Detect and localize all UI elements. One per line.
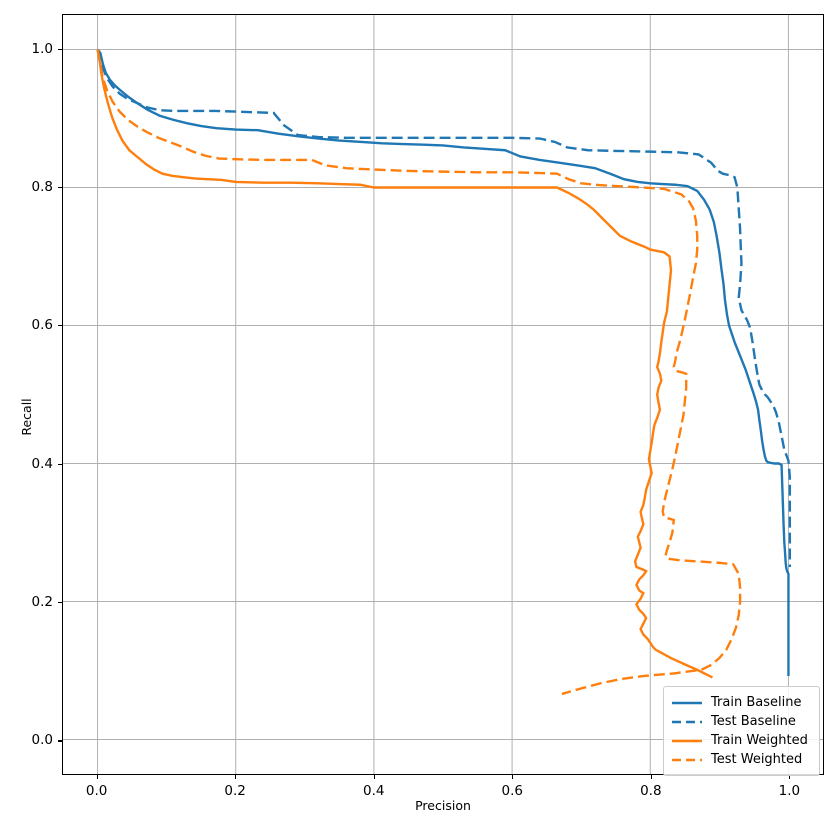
y-tick-mark — [58, 325, 62, 327]
x-tick-mark — [512, 775, 514, 779]
y-tick-mark — [58, 463, 62, 465]
y-tick-mark — [58, 602, 62, 604]
x-tick-label: 0.0 — [85, 783, 108, 799]
x-tick-label: 0.2 — [224, 783, 246, 799]
series-test-weighted — [96, 49, 742, 696]
y-axis-label: Recall — [19, 397, 35, 436]
legend-item[interactable]: Test Baseline — [671, 712, 811, 731]
data-curves — [96, 48, 792, 696]
x-tick-mark — [789, 775, 791, 779]
x-tick-label: 0.4 — [362, 783, 385, 799]
y-tick-label: 0.2 — [31, 594, 53, 611]
legend-item-label: Train Weighted — [711, 733, 808, 748]
series-train-baseline — [96, 48, 790, 677]
y-tick-mark — [58, 740, 62, 742]
legend-line-swatch-icon — [671, 697, 703, 709]
legend-item-label: Train Baseline — [711, 695, 802, 710]
y-tick-label: 0.0 — [31, 732, 53, 749]
y-tick-label: 0.6 — [31, 317, 53, 334]
x-tick-mark — [235, 775, 237, 779]
plot-area — [62, 14, 824, 775]
series-test-baseline — [96, 49, 792, 567]
series-train-weighted — [96, 49, 713, 679]
legend-line-swatch-icon — [671, 716, 703, 728]
x-tick-mark — [96, 775, 98, 779]
legend-item-label: Test Weighted — [711, 752, 803, 767]
y-tick-label: 1.0 — [31, 40, 53, 57]
x-tick-mark — [650, 775, 652, 779]
legend-item[interactable]: Train Weighted — [671, 731, 811, 750]
x-axis-label: Precision — [415, 798, 471, 813]
y-tick-label: 0.4 — [31, 455, 53, 472]
x-tick-mark — [373, 775, 375, 779]
x-tick-label: 1.0 — [778, 783, 801, 799]
legend-line-swatch-icon — [671, 754, 703, 766]
legend-item[interactable]: Test Weighted — [671, 750, 811, 769]
y-tick-mark — [58, 48, 62, 50]
y-tick-label: 0.8 — [31, 178, 53, 195]
x-tick-label: 0.8 — [640, 783, 662, 799]
x-tick-label: 0.6 — [501, 783, 524, 799]
legend-item[interactable]: Train Baseline — [671, 693, 811, 712]
legend-item-label: Test Baseline — [711, 714, 796, 729]
chart-legend[interactable]: Train Baseline Test Baseline Train Weighte… — [663, 686, 820, 776]
grid-lines — [63, 15, 823, 774]
legend-line-swatch-icon — [671, 735, 703, 747]
y-tick-mark — [58, 186, 62, 189]
